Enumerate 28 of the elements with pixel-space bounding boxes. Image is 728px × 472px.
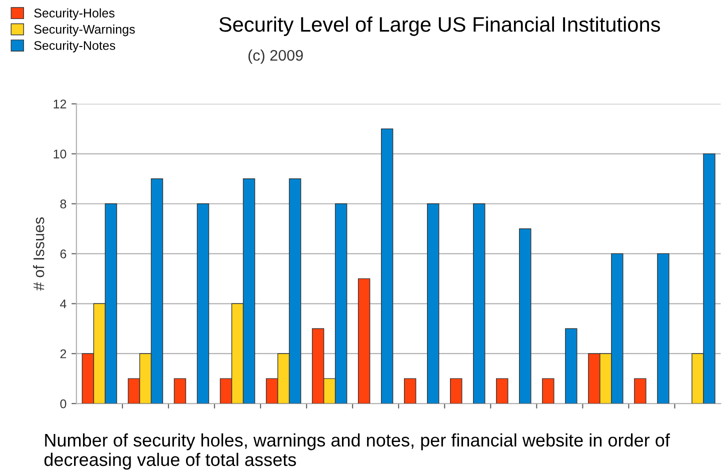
chart-subtitle: (c) 2009: [248, 50, 303, 64]
y-tick-label: 2: [60, 349, 66, 358]
legend-label: Security-Warnings: [34, 24, 135, 36]
y-axis-title: # of Issues: [33, 217, 44, 291]
bar: [426, 203, 440, 404]
bar: [542, 378, 554, 404]
bar: [496, 378, 508, 404]
bar: [196, 203, 210, 404]
bar: [380, 128, 394, 404]
legend-label: Security-Holes: [34, 8, 114, 20]
bar: [174, 378, 186, 404]
bar: [519, 228, 532, 404]
y-tick-label: 0: [60, 399, 66, 408]
chart-title: Security Level of Large US Financial Institutions: [219, 16, 660, 36]
y-tick-label: 6: [60, 250, 66, 258]
y-tick-label: 12: [54, 100, 66, 108]
bar: [634, 378, 646, 404]
y-tick-label: 4: [60, 300, 66, 308]
bar: [473, 203, 486, 404]
y-tick-label: 10: [54, 150, 66, 158]
bar: [657, 253, 670, 404]
bar: [450, 378, 462, 404]
bar: [565, 328, 578, 404]
bar: [404, 378, 416, 404]
legend-label: Security-Notes: [34, 40, 116, 52]
y-tick-label: 8: [60, 200, 66, 208]
text: Number of security holes, warnings and notes, per financial website in order of decreasing value of total assets: [44, 433, 670, 470]
bar: [358, 278, 370, 404]
